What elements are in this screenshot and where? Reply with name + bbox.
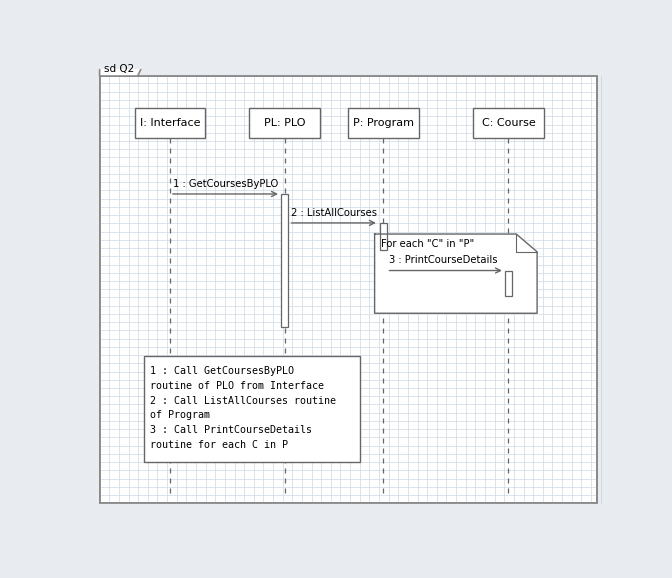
Polygon shape	[374, 234, 537, 313]
Bar	[473, 108, 544, 138]
Bar	[505, 271, 511, 297]
Text: 2 : ListAllCourses: 2 : ListAllCourses	[291, 208, 377, 217]
Text: 1 : Call GetCoursesByPLO: 1 : Call GetCoursesByPLO	[150, 366, 294, 376]
Text: PL: PLO: PL: PLO	[263, 118, 305, 128]
Text: P: Program: P: Program	[353, 118, 414, 128]
Text: 3 : PrintCourseDetails: 3 : PrintCourseDetails	[389, 255, 498, 265]
Text: sd Q2: sd Q2	[103, 64, 134, 75]
Text: 3 : Call PrintCourseDetails: 3 : Call PrintCourseDetails	[150, 425, 312, 435]
Text: C: Course: C: Course	[482, 118, 536, 128]
Bar	[380, 223, 386, 250]
Text: 2 : Call ListAllCourses routine: 2 : Call ListAllCourses routine	[150, 395, 336, 406]
Bar	[144, 357, 360, 462]
Text: 1 : GetCoursesByPLO: 1 : GetCoursesByPLO	[173, 179, 278, 188]
Text: routine for each C in P: routine for each C in P	[150, 440, 288, 450]
Text: For each "C" in "P": For each "C" in "P"	[381, 239, 474, 249]
Polygon shape	[99, 62, 144, 76]
Bar	[249, 108, 320, 138]
Text: of Program: of Program	[150, 410, 210, 420]
Bar	[281, 194, 288, 328]
Text: routine of PLO from Interface: routine of PLO from Interface	[150, 381, 324, 391]
Bar	[135, 108, 205, 138]
Text: I: Interface: I: Interface	[140, 118, 200, 128]
Bar	[348, 108, 419, 138]
